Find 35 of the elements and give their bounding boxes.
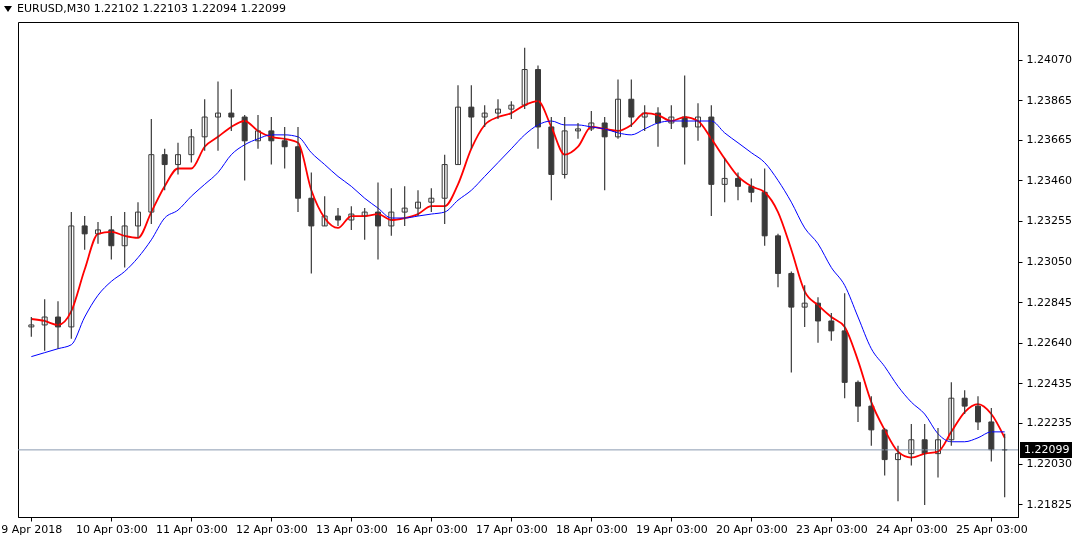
y-tick-label: 1.24070 xyxy=(1026,53,1072,67)
x-tick-label: 13 Apr 03:00 xyxy=(315,522,388,536)
candlestick xyxy=(228,88,235,132)
x-tick-label: 12 Apr 03:00 xyxy=(235,522,308,536)
x-tick-label: 25 Apr 03:00 xyxy=(955,522,1028,536)
x-tick-label: 20 Apr 03:00 xyxy=(715,522,788,536)
y-tick-label: 1.22030 xyxy=(1026,457,1072,471)
candlestick xyxy=(481,104,488,128)
candlestick xyxy=(81,215,88,251)
y-tick-label: 1.22640 xyxy=(1026,336,1072,350)
candlestick xyxy=(828,312,835,342)
chart-title: EURUSD,M30 1.22102 1.22103 1.22094 1.22099 xyxy=(17,2,287,15)
x-tick-label: 19 Apr 03:00 xyxy=(635,522,708,536)
y-tick-label: 1.22845 xyxy=(1026,295,1072,309)
y-tick-label: 1.22435 xyxy=(1026,376,1072,390)
y-tick-label: 1.23050 xyxy=(1026,255,1072,269)
y-tick-label: 1.23255 xyxy=(1026,214,1072,228)
x-tick-label: 17 Apr 03:00 xyxy=(475,522,548,536)
x-tick-label: 16 Apr 03:00 xyxy=(395,522,468,536)
y-tick-label: 1.22235 xyxy=(1026,416,1072,430)
candlestick xyxy=(575,122,581,140)
x-tick-label: 9 Apr 2018 xyxy=(1,522,63,536)
candlestick xyxy=(28,316,35,338)
x-tick-label: 11 Apr 03:00 xyxy=(155,522,228,536)
y-tick-label: 1.23865 xyxy=(1026,93,1072,107)
candlestick xyxy=(401,185,408,227)
x-tick-label: 18 Apr 03:00 xyxy=(555,522,628,536)
y-tick-label: 1.23665 xyxy=(1026,133,1072,147)
x-tick-label: 10 Apr 03:00 xyxy=(75,522,148,536)
x-tick-label: 23 Apr 03:00 xyxy=(795,522,868,536)
y-tick-label: 1.21825 xyxy=(1026,497,1072,511)
candlestick xyxy=(468,84,475,150)
y-tick-label: 1.23460 xyxy=(1026,173,1072,187)
ref-line-label: 1.22099 xyxy=(1024,442,1070,456)
x-tick-label: 24 Apr 03:00 xyxy=(875,522,948,536)
